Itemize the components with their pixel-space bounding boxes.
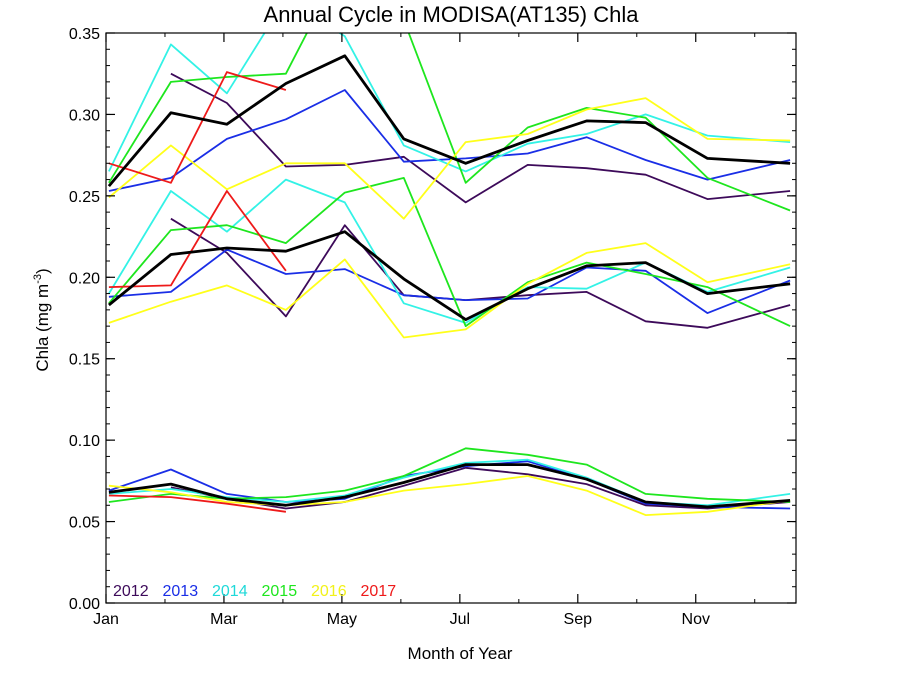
series-2013-upper-line xyxy=(108,89,791,192)
y-axis-title-main: Chla (mg m xyxy=(33,284,52,372)
legend-entry-2012: 2012 xyxy=(113,583,149,600)
y-tick-label: 0.15 xyxy=(69,352,100,369)
x-tick-label: Jan xyxy=(93,611,119,628)
series-layer xyxy=(107,33,791,516)
x-tick-label: Sep xyxy=(564,611,593,628)
x-tick-label: Nov xyxy=(682,611,710,628)
x-tick-label: Mar xyxy=(210,611,238,628)
series-mean-upper-line xyxy=(107,54,791,188)
y-axis-title-superscript: -3 xyxy=(32,274,44,284)
y-axis-title: Chla (mg m-3) xyxy=(32,268,52,371)
legend-entry-2017: 2017 xyxy=(361,583,397,600)
legend-entry-2014: 2014 xyxy=(212,583,248,600)
x-axis-title: Month of Year xyxy=(408,644,513,663)
plot-frame xyxy=(105,32,797,604)
y-tick-label: 0.30 xyxy=(69,107,100,124)
y-tick-label: 0.10 xyxy=(69,433,100,450)
legend: 2012 2013 2014 2015 2016 2017 xyxy=(113,583,396,600)
y-tick-label: 0.35 xyxy=(69,26,100,43)
x-tick-label: Jul xyxy=(450,611,470,628)
series-2015-lower-line xyxy=(108,447,791,503)
x-tick-label: May xyxy=(327,611,357,628)
y-tick-label: 0.00 xyxy=(69,596,100,613)
y-tick-label: 0.05 xyxy=(69,515,100,532)
series-2016-upper-line xyxy=(108,97,791,220)
legend-entry-2016: 2016 xyxy=(311,583,347,600)
series-2014-upper-line xyxy=(108,33,791,173)
series-2017-lower-line xyxy=(108,494,287,513)
series-2012-upper-line xyxy=(170,72,791,204)
y-tick-label: 0.25 xyxy=(69,189,100,206)
series-2015-middle-line xyxy=(108,177,791,327)
series-2016-lower-line xyxy=(108,475,791,516)
series-2017-middle-line xyxy=(108,190,287,288)
series-2014-middle-line xyxy=(108,178,791,324)
series-mean-middle-line xyxy=(108,230,791,321)
axes-layer: 0.00 0.05 0.10 0.15 0.20 0.25 0.30 0.35 Jan Mar Ma… xyxy=(69,26,797,628)
y-axis-title-close: ) xyxy=(33,268,52,274)
legend-entry-2015: 2015 xyxy=(262,583,298,600)
chart-title: Annual Cycle in MODISA(AT135) Chla xyxy=(264,2,640,27)
y-tick-label: 0.20 xyxy=(69,270,100,287)
series-mean-lower-line xyxy=(108,463,791,509)
series-2017-upper-line xyxy=(108,71,287,184)
legend-entry-2013: 2013 xyxy=(163,583,199,600)
series-2016-middle-line xyxy=(108,242,791,339)
series-2013-middle-line xyxy=(108,248,791,314)
series-2012-lower-line xyxy=(170,466,791,510)
